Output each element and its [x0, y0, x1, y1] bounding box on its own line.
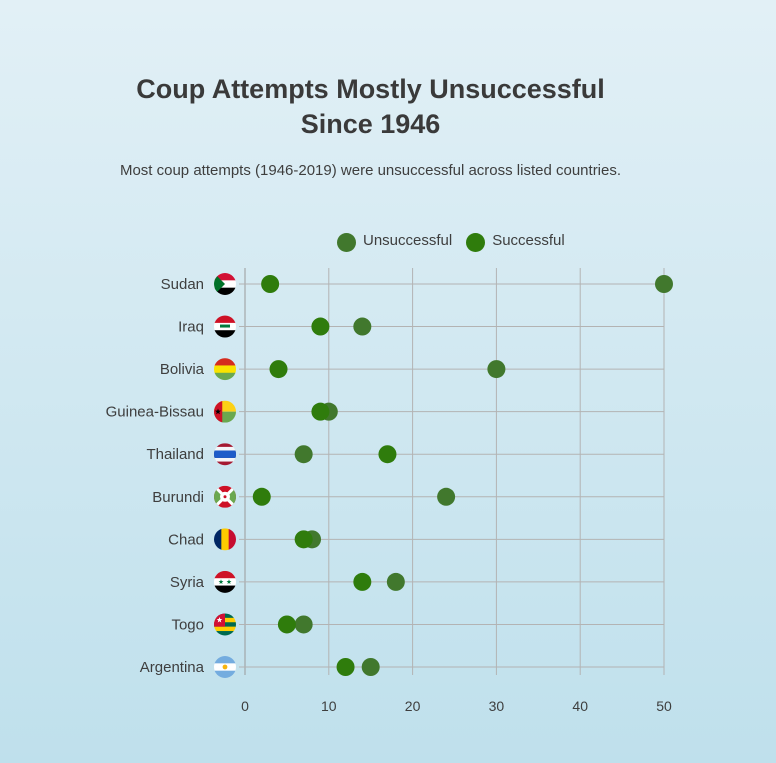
x-tick-label: 10 [321, 698, 337, 714]
category-label-burundi: Burundi [152, 489, 204, 506]
chart-title: Coup Attempts Mostly Unsuccessful Since … [0, 72, 741, 142]
flag-chad-icon [214, 528, 236, 551]
legend-marker-unsuccessful [337, 232, 356, 252]
point-unsuccessful-argentina[interactable] [361, 658, 380, 676]
data-points [252, 275, 673, 676]
point-unsuccessful-togo[interactable] [294, 615, 313, 634]
grid-lines [239, 268, 665, 675]
point-successful-guinea-bissau[interactable] [311, 402, 330, 421]
flag-guinea-bissau-icon [214, 400, 236, 423]
point-successful-chad[interactable] [294, 530, 313, 549]
category-label-bolivia: Bolivia [160, 361, 205, 378]
chart-title-line-1: Coup Attempts Mostly Unsuccessful [136, 74, 605, 104]
point-successful-argentina[interactable] [336, 658, 355, 676]
x-tick-label: 0 [241, 698, 249, 714]
point-successful-bolivia[interactable] [269, 360, 288, 379]
legend-item-successful[interactable]: Successful [466, 229, 565, 252]
category-label-sudan: Sudan [161, 276, 204, 293]
flag-iraq-icon [214, 315, 236, 338]
category-label-thailand: Thailand [146, 446, 204, 463]
point-successful-iraq[interactable] [311, 317, 330, 336]
category-label-iraq: Iraq [178, 319, 204, 336]
category-label-argentina: Argentina [140, 659, 205, 676]
point-successful-sudan[interactable] [261, 275, 280, 293]
category-label-guinea-bissau: Guinea-Bissau [106, 404, 204, 421]
point-unsuccessful-syria[interactable] [386, 572, 405, 591]
flag-burundi-icon [214, 485, 236, 508]
point-unsuccessful-sudan[interactable] [655, 275, 673, 293]
point-successful-burundi[interactable] [252, 487, 271, 506]
point-unsuccessful-iraq[interactable] [353, 317, 372, 336]
legend-item-unsuccessful[interactable]: Unsuccessful [337, 229, 452, 252]
flag-togo-icon [214, 613, 236, 636]
flag-argentina-icon [214, 656, 236, 678]
point-unsuccessful-burundi[interactable] [437, 487, 456, 506]
flag-thailand-icon [214, 443, 236, 466]
category-labels: Sudan Iraq Bolivia Guinea-Bissau Thailand Bur… [106, 276, 205, 676]
legend-label-successful: Successful [492, 231, 565, 249]
legend-marker-successful [466, 232, 486, 252]
point-successful-thailand[interactable] [378, 445, 397, 464]
country-flag-icons [214, 273, 236, 678]
point-successful-togo[interactable] [277, 615, 296, 634]
flag-syria-icon [214, 570, 236, 593]
x-tick-label: 30 [489, 698, 505, 714]
chart-subtitle: Most coup attempts (1946-2019) were unsu… [119, 162, 622, 179]
flag-sudan-icon [214, 273, 236, 295]
point-unsuccessful-bolivia[interactable] [487, 360, 506, 379]
x-tick-label: 40 [572, 698, 588, 714]
category-label-syria: Syria [170, 574, 205, 591]
category-label-togo: Togo [171, 616, 204, 633]
legend-label-unsuccessful: Unsuccessful [363, 231, 453, 249]
x-tick-label: 20 [405, 698, 421, 714]
point-successful-syria[interactable] [353, 572, 372, 591]
point-unsuccessful-thailand[interactable] [294, 445, 313, 464]
x-tick-label: 50 [656, 698, 672, 714]
flag-bolivia-icon [214, 358, 236, 381]
chart-title-line-2: Since 1946 [300, 109, 441, 139]
category-label-chad: Chad [168, 531, 204, 548]
chart-legend: Unsuccessful Successful [337, 227, 579, 253]
x-axis-tick-labels: 0 10 20 30 40 50 [241, 698, 672, 714]
